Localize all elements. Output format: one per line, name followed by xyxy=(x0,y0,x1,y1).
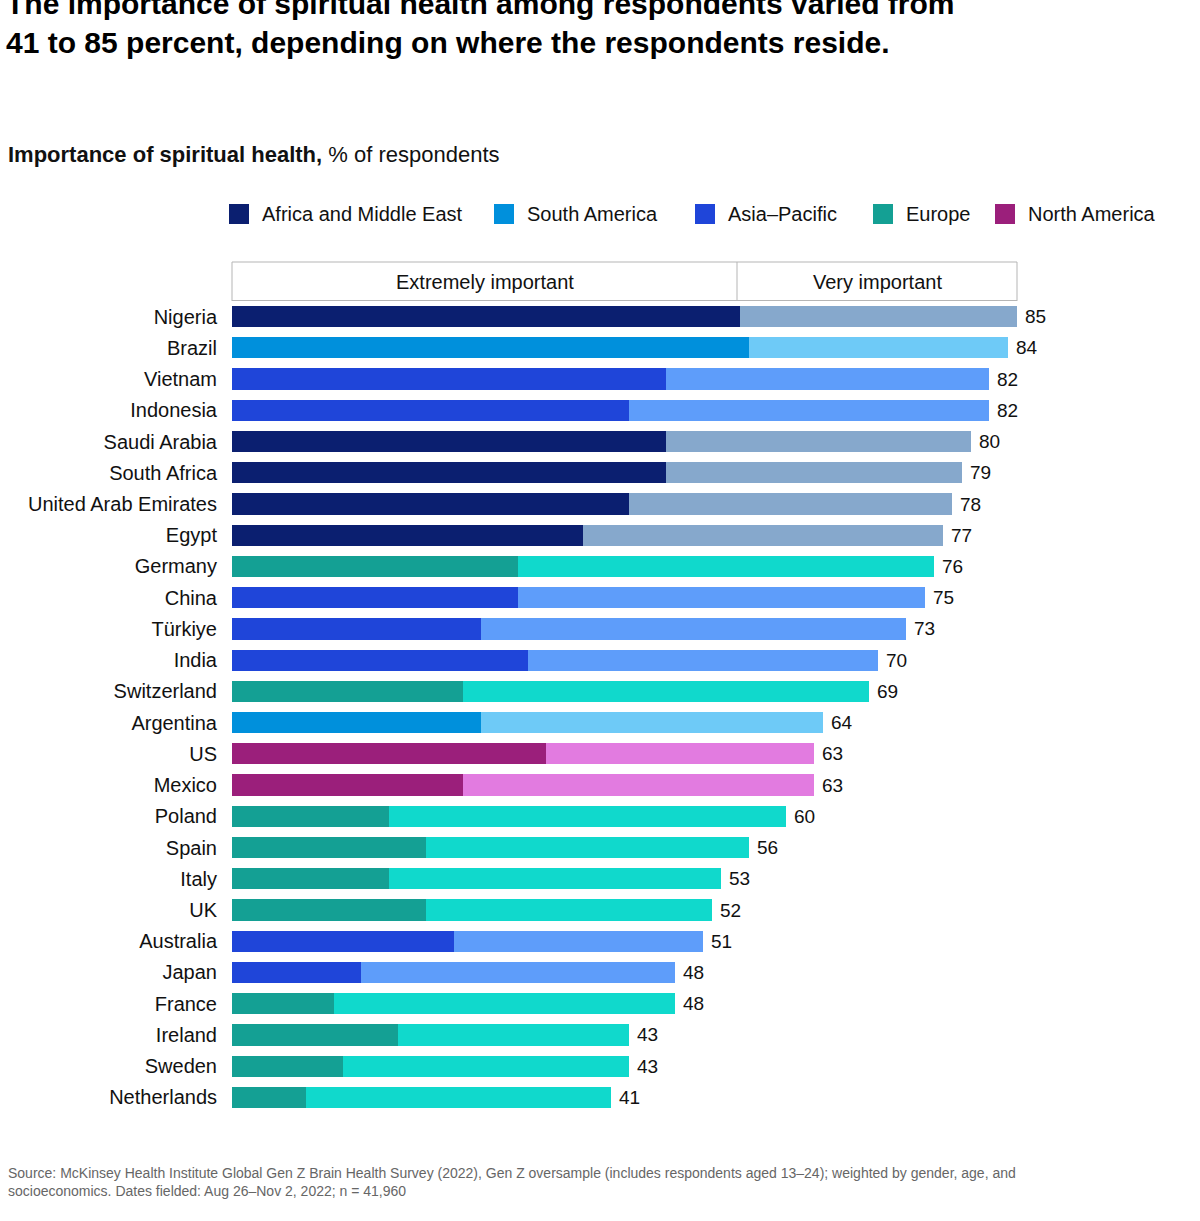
svg-text:64: 64 xyxy=(831,712,853,733)
svg-text:United Arab Emirates: United Arab Emirates xyxy=(28,493,217,515)
svg-text:France: France xyxy=(155,993,217,1015)
svg-text:43: 43 xyxy=(637,1024,658,1045)
svg-text:Europe: Europe xyxy=(906,203,971,225)
svg-text:Japan: Japan xyxy=(163,961,218,983)
svg-text:China: China xyxy=(165,587,218,609)
svg-text:Netherlands: Netherlands xyxy=(109,1086,217,1108)
svg-text:Türkiye: Türkiye xyxy=(151,618,217,640)
svg-text:UK: UK xyxy=(189,899,217,921)
svg-text:Ireland: Ireland xyxy=(156,1024,217,1046)
svg-text:Nigeria: Nigeria xyxy=(154,306,218,328)
svg-text:US: US xyxy=(189,743,217,765)
svg-text:Mexico: Mexico xyxy=(154,774,217,796)
svg-text:The importance of spiritual he: The importance of spiritual health among… xyxy=(6,0,955,59)
svg-text:82: 82 xyxy=(997,369,1018,390)
svg-text:80: 80 xyxy=(979,431,1000,452)
svg-text:48: 48 xyxy=(683,962,704,983)
svg-text:73: 73 xyxy=(914,618,935,639)
svg-text:52: 52 xyxy=(720,900,741,921)
svg-text:Extremely important: Extremely important xyxy=(396,271,574,293)
svg-text:North America: North America xyxy=(1028,203,1156,225)
svg-text:Brazil: Brazil xyxy=(167,337,217,359)
svg-text:53: 53 xyxy=(729,868,750,889)
svg-text:78: 78 xyxy=(960,494,981,515)
svg-text:Asia–Pacific: Asia–Pacific xyxy=(728,203,837,225)
svg-text:South Africa: South Africa xyxy=(109,462,218,484)
svg-text:60: 60 xyxy=(794,806,815,827)
svg-text:75: 75 xyxy=(933,587,954,608)
svg-text:76: 76 xyxy=(942,556,963,577)
svg-text:Very important: Very important xyxy=(813,271,942,293)
svg-text:Switzerland: Switzerland xyxy=(114,680,217,702)
svg-text:Saudi Arabia: Saudi Arabia xyxy=(104,431,218,453)
svg-text:Italy: Italy xyxy=(180,868,217,890)
svg-text:Argentina: Argentina xyxy=(131,712,217,734)
svg-text:Poland: Poland xyxy=(155,805,217,827)
svg-text:Source: McKinsey Health Instit: Source: McKinsey Health Institute Global… xyxy=(8,1165,1016,1199)
svg-text:Indonesia: Indonesia xyxy=(130,399,218,421)
svg-text:51: 51 xyxy=(711,931,732,952)
svg-text:82: 82 xyxy=(997,400,1018,421)
svg-text:77: 77 xyxy=(951,525,972,546)
svg-text:79: 79 xyxy=(970,462,991,483)
svg-text:Africa and Middle East: Africa and Middle East xyxy=(262,203,463,225)
svg-text:India: India xyxy=(174,649,218,671)
svg-text:Germany: Germany xyxy=(135,555,217,577)
svg-text:85: 85 xyxy=(1025,306,1046,327)
svg-text:South America: South America xyxy=(527,203,658,225)
svg-text:43: 43 xyxy=(637,1056,658,1077)
svg-text:84: 84 xyxy=(1016,337,1038,358)
svg-text:Importance of spiritual health: Importance of spiritual health, % of res… xyxy=(8,142,500,167)
svg-text:41: 41 xyxy=(619,1087,640,1108)
svg-text:56: 56 xyxy=(757,837,778,858)
svg-text:Vietnam: Vietnam xyxy=(144,368,217,390)
svg-text:Australia: Australia xyxy=(139,930,218,952)
svg-text:48: 48 xyxy=(683,993,704,1014)
svg-text:Spain: Spain xyxy=(166,837,217,859)
svg-text:69: 69 xyxy=(877,681,898,702)
svg-text:Egypt: Egypt xyxy=(166,524,218,546)
svg-text:70: 70 xyxy=(886,650,907,671)
svg-text:63: 63 xyxy=(822,775,843,796)
svg-text:Sweden: Sweden xyxy=(145,1055,217,1077)
svg-text:63: 63 xyxy=(822,743,843,764)
